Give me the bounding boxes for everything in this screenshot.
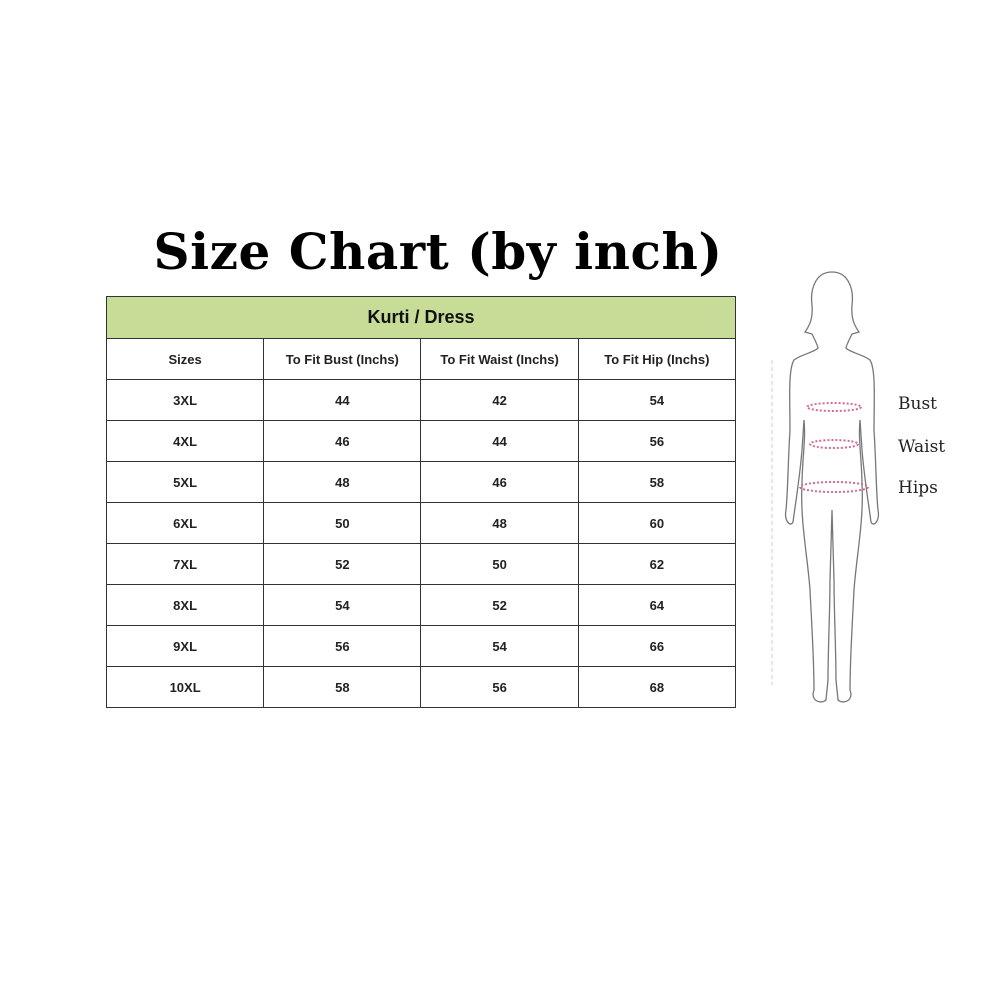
waist-label: Waist bbox=[898, 437, 946, 457]
group-header: Kurti / Dress bbox=[106, 296, 736, 339]
column-header: To Fit Bust (Inchs) bbox=[263, 338, 422, 380]
body-measurement-figure bbox=[771, 271, 880, 703]
bust-label: Bust bbox=[898, 394, 937, 414]
table-cell: 7XL bbox=[105, 543, 265, 585]
table-cell: 52 bbox=[263, 543, 422, 585]
table-cell: 4XL bbox=[105, 420, 265, 462]
table-cell: 52 bbox=[420, 584, 579, 626]
table-cell: 48 bbox=[420, 502, 579, 544]
table-cell: 8XL bbox=[105, 584, 265, 626]
table-row: 10XL 58 56 68 bbox=[105, 666, 737, 708]
table-cell: 62 bbox=[577, 543, 737, 585]
table-cell: 44 bbox=[420, 420, 579, 462]
table-cell: 3XL bbox=[105, 379, 265, 421]
table-cell: 6XL bbox=[105, 502, 265, 544]
column-header: To Fit Hip (Inchs) bbox=[577, 338, 737, 380]
table-cell: 44 bbox=[263, 379, 422, 421]
table-cell: 50 bbox=[420, 543, 579, 585]
table-cell: 42 bbox=[420, 379, 579, 421]
table-cell: 56 bbox=[420, 666, 579, 708]
table-cell: 68 bbox=[577, 666, 737, 708]
table-row: 8XL 54 52 64 bbox=[105, 584, 737, 626]
table-row: 3XL 44 42 54 bbox=[105, 379, 737, 421]
table-row: 6XL 50 48 60 bbox=[105, 502, 737, 544]
page-title: Size Chart (by inch) bbox=[153, 222, 723, 281]
table-cell: 56 bbox=[577, 420, 737, 462]
table-cell: 60 bbox=[577, 502, 737, 544]
table-cell: 58 bbox=[263, 666, 422, 708]
table-row: 7XL 52 50 62 bbox=[105, 543, 737, 585]
table-row: 4XL 46 44 56 bbox=[105, 420, 737, 462]
table-cell: 54 bbox=[263, 584, 422, 626]
table-cell: 56 bbox=[263, 625, 422, 667]
table-row: 5XL 48 46 58 bbox=[105, 461, 737, 503]
table-cell: 9XL bbox=[105, 625, 265, 667]
table-cell: 66 bbox=[577, 625, 737, 667]
column-header: To Fit Waist (Inchs) bbox=[420, 338, 579, 380]
table-cell: 58 bbox=[577, 461, 737, 503]
table-cell: 50 bbox=[263, 502, 422, 544]
table-cell: 54 bbox=[577, 379, 737, 421]
table-cell: 54 bbox=[420, 625, 579, 667]
table-cell: 5XL bbox=[105, 461, 265, 503]
column-header: Sizes bbox=[105, 338, 265, 380]
hips-label: Hips bbox=[898, 478, 938, 498]
table-cell: 46 bbox=[263, 420, 422, 462]
table-cell: 64 bbox=[577, 584, 737, 626]
table-row: 9XL 56 54 66 bbox=[105, 625, 737, 667]
size-table: Kurti / Dress Sizes To Fit Bust (Inchs) To… bbox=[105, 296, 737, 708]
table-cell: 10XL bbox=[105, 666, 265, 708]
table-cell: 48 bbox=[263, 461, 422, 503]
table-cell: 46 bbox=[420, 461, 579, 503]
